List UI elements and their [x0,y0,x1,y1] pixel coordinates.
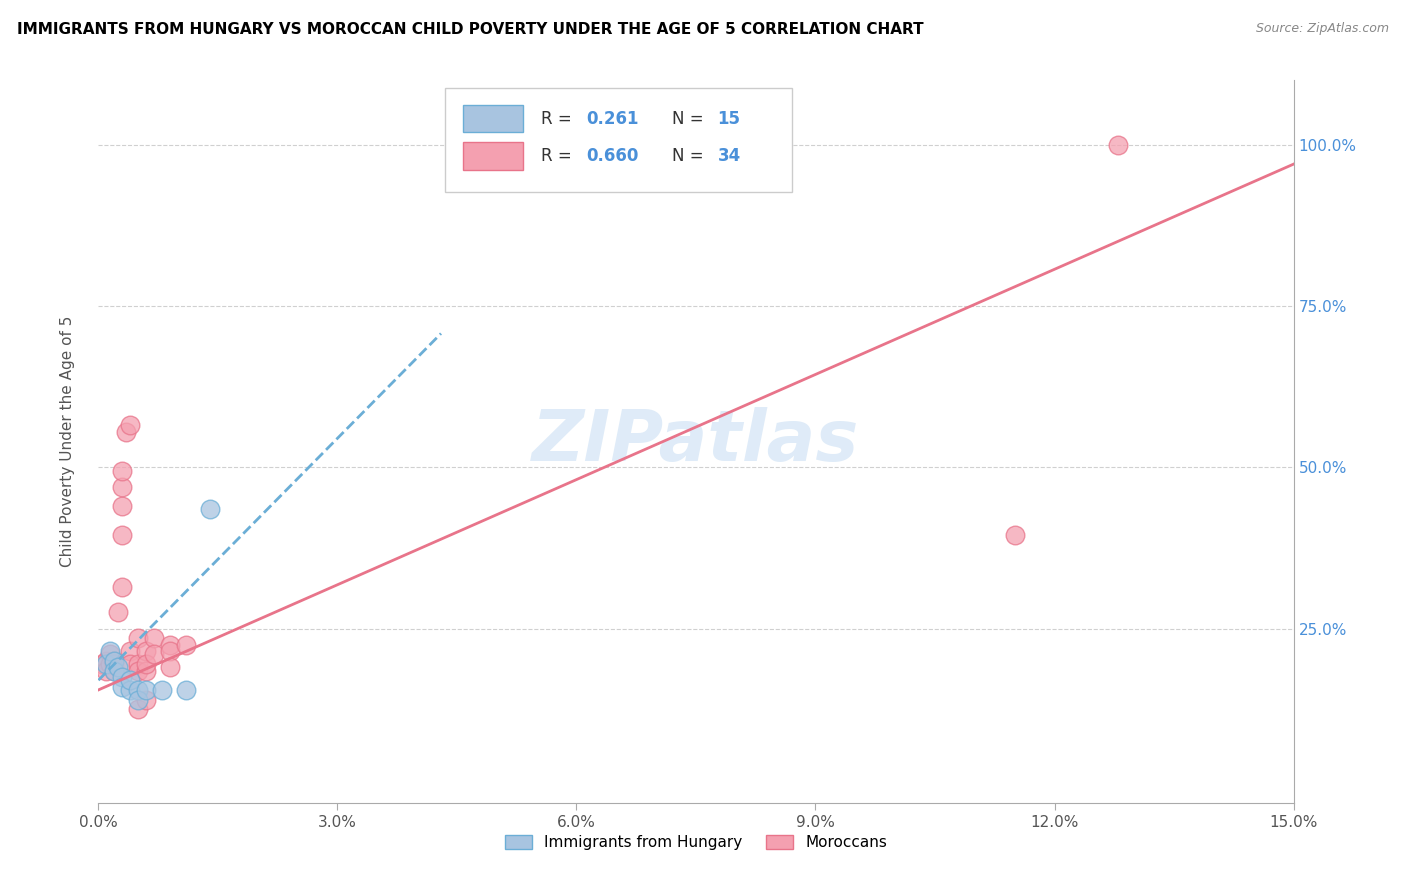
Point [135,682,157,697]
Point [174,682,197,697]
FancyBboxPatch shape [446,87,792,193]
Point [135,692,157,706]
Text: N =: N = [672,147,709,165]
Point [98,644,122,658]
Point [98,648,122,662]
Point [120,657,142,672]
Point [103,664,125,678]
Point [143,648,166,662]
Point [115,425,138,439]
Point [111,580,134,594]
Legend: Immigrants from Hungary, Moroccans: Immigrants from Hungary, Moroccans [499,830,893,856]
Bar [463,105,523,132]
Point [107,660,129,674]
Text: 15: 15 [717,110,741,128]
Point [96,654,118,668]
Text: Source: ZipAtlas.com: Source: ZipAtlas.com [1256,22,1389,36]
Point [127,692,149,706]
Bar [463,143,523,169]
Text: 0.660: 0.660 [586,147,638,165]
Point [174,638,197,652]
Point [96,664,118,678]
Point [120,673,142,688]
Point [1004,528,1026,542]
Point [111,480,134,494]
Point [98,657,122,672]
Point [143,632,166,646]
Point [150,682,173,697]
Point [111,680,134,694]
Text: R =: R = [541,147,576,165]
Text: IMMIGRANTS FROM HUNGARY VS MOROCCAN CHILD POVERTY UNDER THE AGE OF 5 CORRELATION: IMMIGRANTS FROM HUNGARY VS MOROCCAN CHIL… [17,22,924,37]
Point [127,632,149,646]
Point [135,644,157,658]
Text: R =: R = [541,110,576,128]
Point [103,654,125,668]
Point [159,638,181,652]
Point [103,657,125,672]
Text: ZIPatlas: ZIPatlas [533,407,859,476]
Point [127,702,149,716]
Point [135,657,157,672]
Point [111,528,134,542]
Point [120,682,142,697]
Point [127,657,149,672]
Point [107,606,129,620]
Point [127,682,149,697]
Y-axis label: Child Poverty Under the Age of 5: Child Poverty Under the Age of 5 [60,316,75,567]
Point [91,657,114,672]
Point [120,418,142,433]
Point [198,502,221,516]
Point [103,664,125,678]
Point [1107,137,1129,152]
Point [127,664,149,678]
Point [96,657,118,672]
Text: N =: N = [672,110,709,128]
Text: 0.261: 0.261 [586,110,638,128]
Point [111,670,134,684]
Point [103,654,125,668]
Point [120,644,142,658]
Point [111,464,134,478]
Point [111,499,134,513]
Point [159,644,181,658]
Text: 34: 34 [717,147,741,165]
Point [159,660,181,674]
Point [135,664,157,678]
